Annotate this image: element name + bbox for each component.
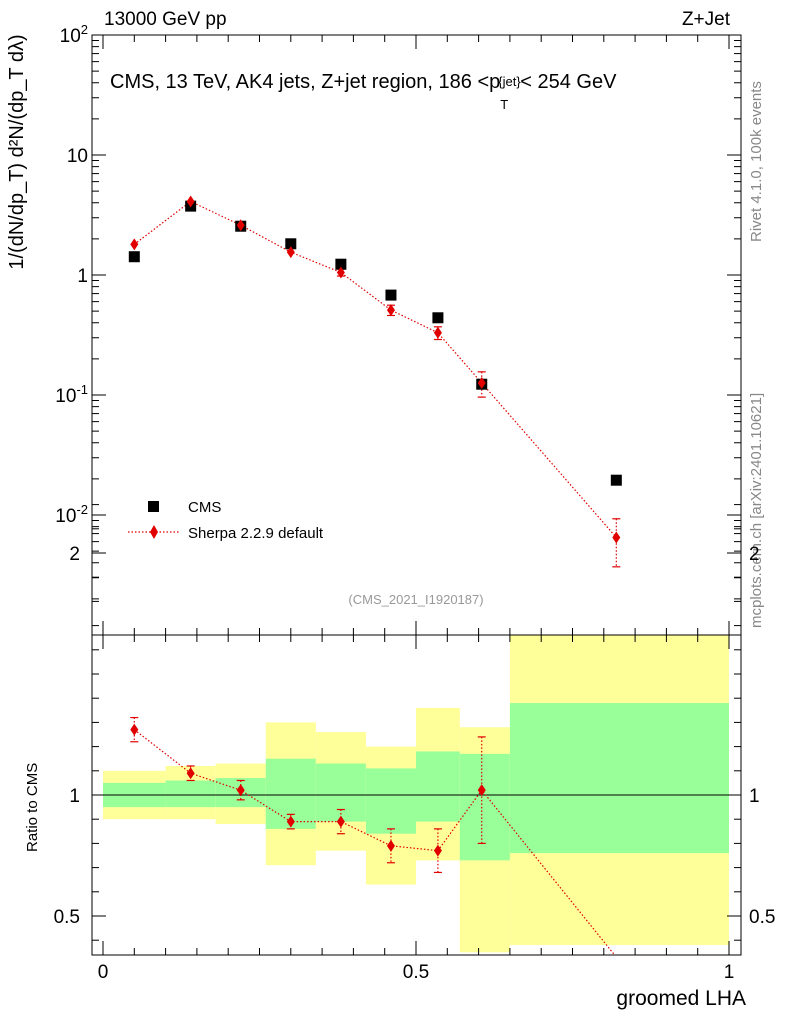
- ratio-y-tick-label-right: 2: [749, 544, 760, 565]
- ratio-data-point: [477, 784, 486, 797]
- sherpa-line: [133, 200, 617, 538]
- ratio-band-inner: [165, 780, 216, 808]
- ratio-bands: [92, 635, 741, 953]
- sherpa-data-point: [286, 246, 295, 259]
- ratio-data-point: [433, 844, 442, 857]
- x-axis-label: groomed LHA: [616, 987, 746, 1010]
- ratio-data-point: [130, 723, 139, 736]
- cms-data-point: [335, 258, 347, 270]
- legend-sherpa-label: Sherpa 2.2.9 default: [188, 525, 324, 542]
- axis-ticks: [92, 34, 741, 955]
- legend-cms-marker: [148, 501, 159, 512]
- y-tick-label: 102: [60, 22, 88, 47]
- title-main: CMS, 13 TeV, AK4 jets, Z+jet region, 186…: [110, 71, 501, 93]
- ratio-band-inner: [459, 753, 510, 861]
- sherpa-data-point: [386, 304, 395, 317]
- title-sub: T: [500, 97, 509, 112]
- cms-data-point: [128, 251, 140, 263]
- ratio-band-inner: [416, 751, 460, 822]
- sherpa-data-point: [336, 266, 345, 279]
- process-label: Z+Jet: [681, 9, 730, 30]
- ratio-band-inner: [315, 763, 366, 822]
- sherpa-data-point: [236, 219, 245, 232]
- ratio-data-point: [186, 767, 195, 780]
- y-tick-label: 10-1: [55, 382, 88, 407]
- ratio-y-tick-label: 1: [69, 786, 80, 807]
- sherpa-data-point: [130, 238, 139, 251]
- ratio-data-point: [336, 815, 345, 828]
- ratio-plot-marks: [130, 716, 616, 955]
- x-tick-label: 0: [98, 962, 109, 983]
- legend-sherpa-marker: [150, 525, 158, 539]
- sherpa-data-point: [612, 531, 621, 544]
- ratio-band-inner: [365, 768, 416, 834]
- ratio-clipped-group: [130, 716, 616, 955]
- y-tick-exponent: -2: [76, 502, 88, 517]
- ratio-y-tick-label-right: 0.5: [749, 907, 775, 928]
- ratio-y-tick-label: 2: [69, 544, 80, 565]
- x-tick-label: 1: [724, 962, 735, 983]
- ratio-band-inner: [509, 703, 729, 854]
- main-plot-title: CMS, 13 TeV, AK4 jets, Z+jet region, 186…: [110, 71, 617, 112]
- legend-cms-label: CMS: [188, 499, 221, 516]
- y-tick-label: 10: [67, 146, 88, 167]
- main-plot-frame: [91, 34, 742, 636]
- ratio-sherpa-line: [133, 729, 616, 955]
- cms-data-point: [385, 289, 397, 301]
- main-plot-marks: [128, 195, 622, 568]
- sherpa-data-point: [477, 376, 486, 389]
- legend: CMS Sherpa 2.2.9 default: [128, 499, 324, 542]
- ratio-y-tick-label: 0.5: [54, 907, 80, 928]
- ratio-data-point: [286, 815, 295, 828]
- energy-label: 13000 GeV pp: [104, 9, 227, 30]
- title-sup: {jet}: [498, 74, 521, 89]
- sherpa-data-point: [186, 195, 195, 208]
- sherpa-data-point: [433, 326, 442, 339]
- x-tick-label: 0.5: [403, 962, 429, 983]
- cms-data-point: [285, 238, 297, 250]
- ratio-data-point: [386, 839, 395, 852]
- y-tick-exponent: -1: [76, 382, 88, 397]
- y-tick-exponent: 2: [81, 22, 88, 37]
- ratio-data-point: [236, 784, 245, 797]
- y-tick-label: 10-2: [55, 502, 88, 527]
- cms-data-point: [432, 312, 444, 324]
- cms-data-point: [610, 474, 622, 486]
- watermark: (CMS_2021_I1920187): [348, 592, 483, 607]
- y-tick-label: 1: [77, 266, 88, 287]
- ratio-y-tick-label-right: 1: [749, 786, 760, 807]
- title-tail: < 254 GeV: [520, 71, 617, 93]
